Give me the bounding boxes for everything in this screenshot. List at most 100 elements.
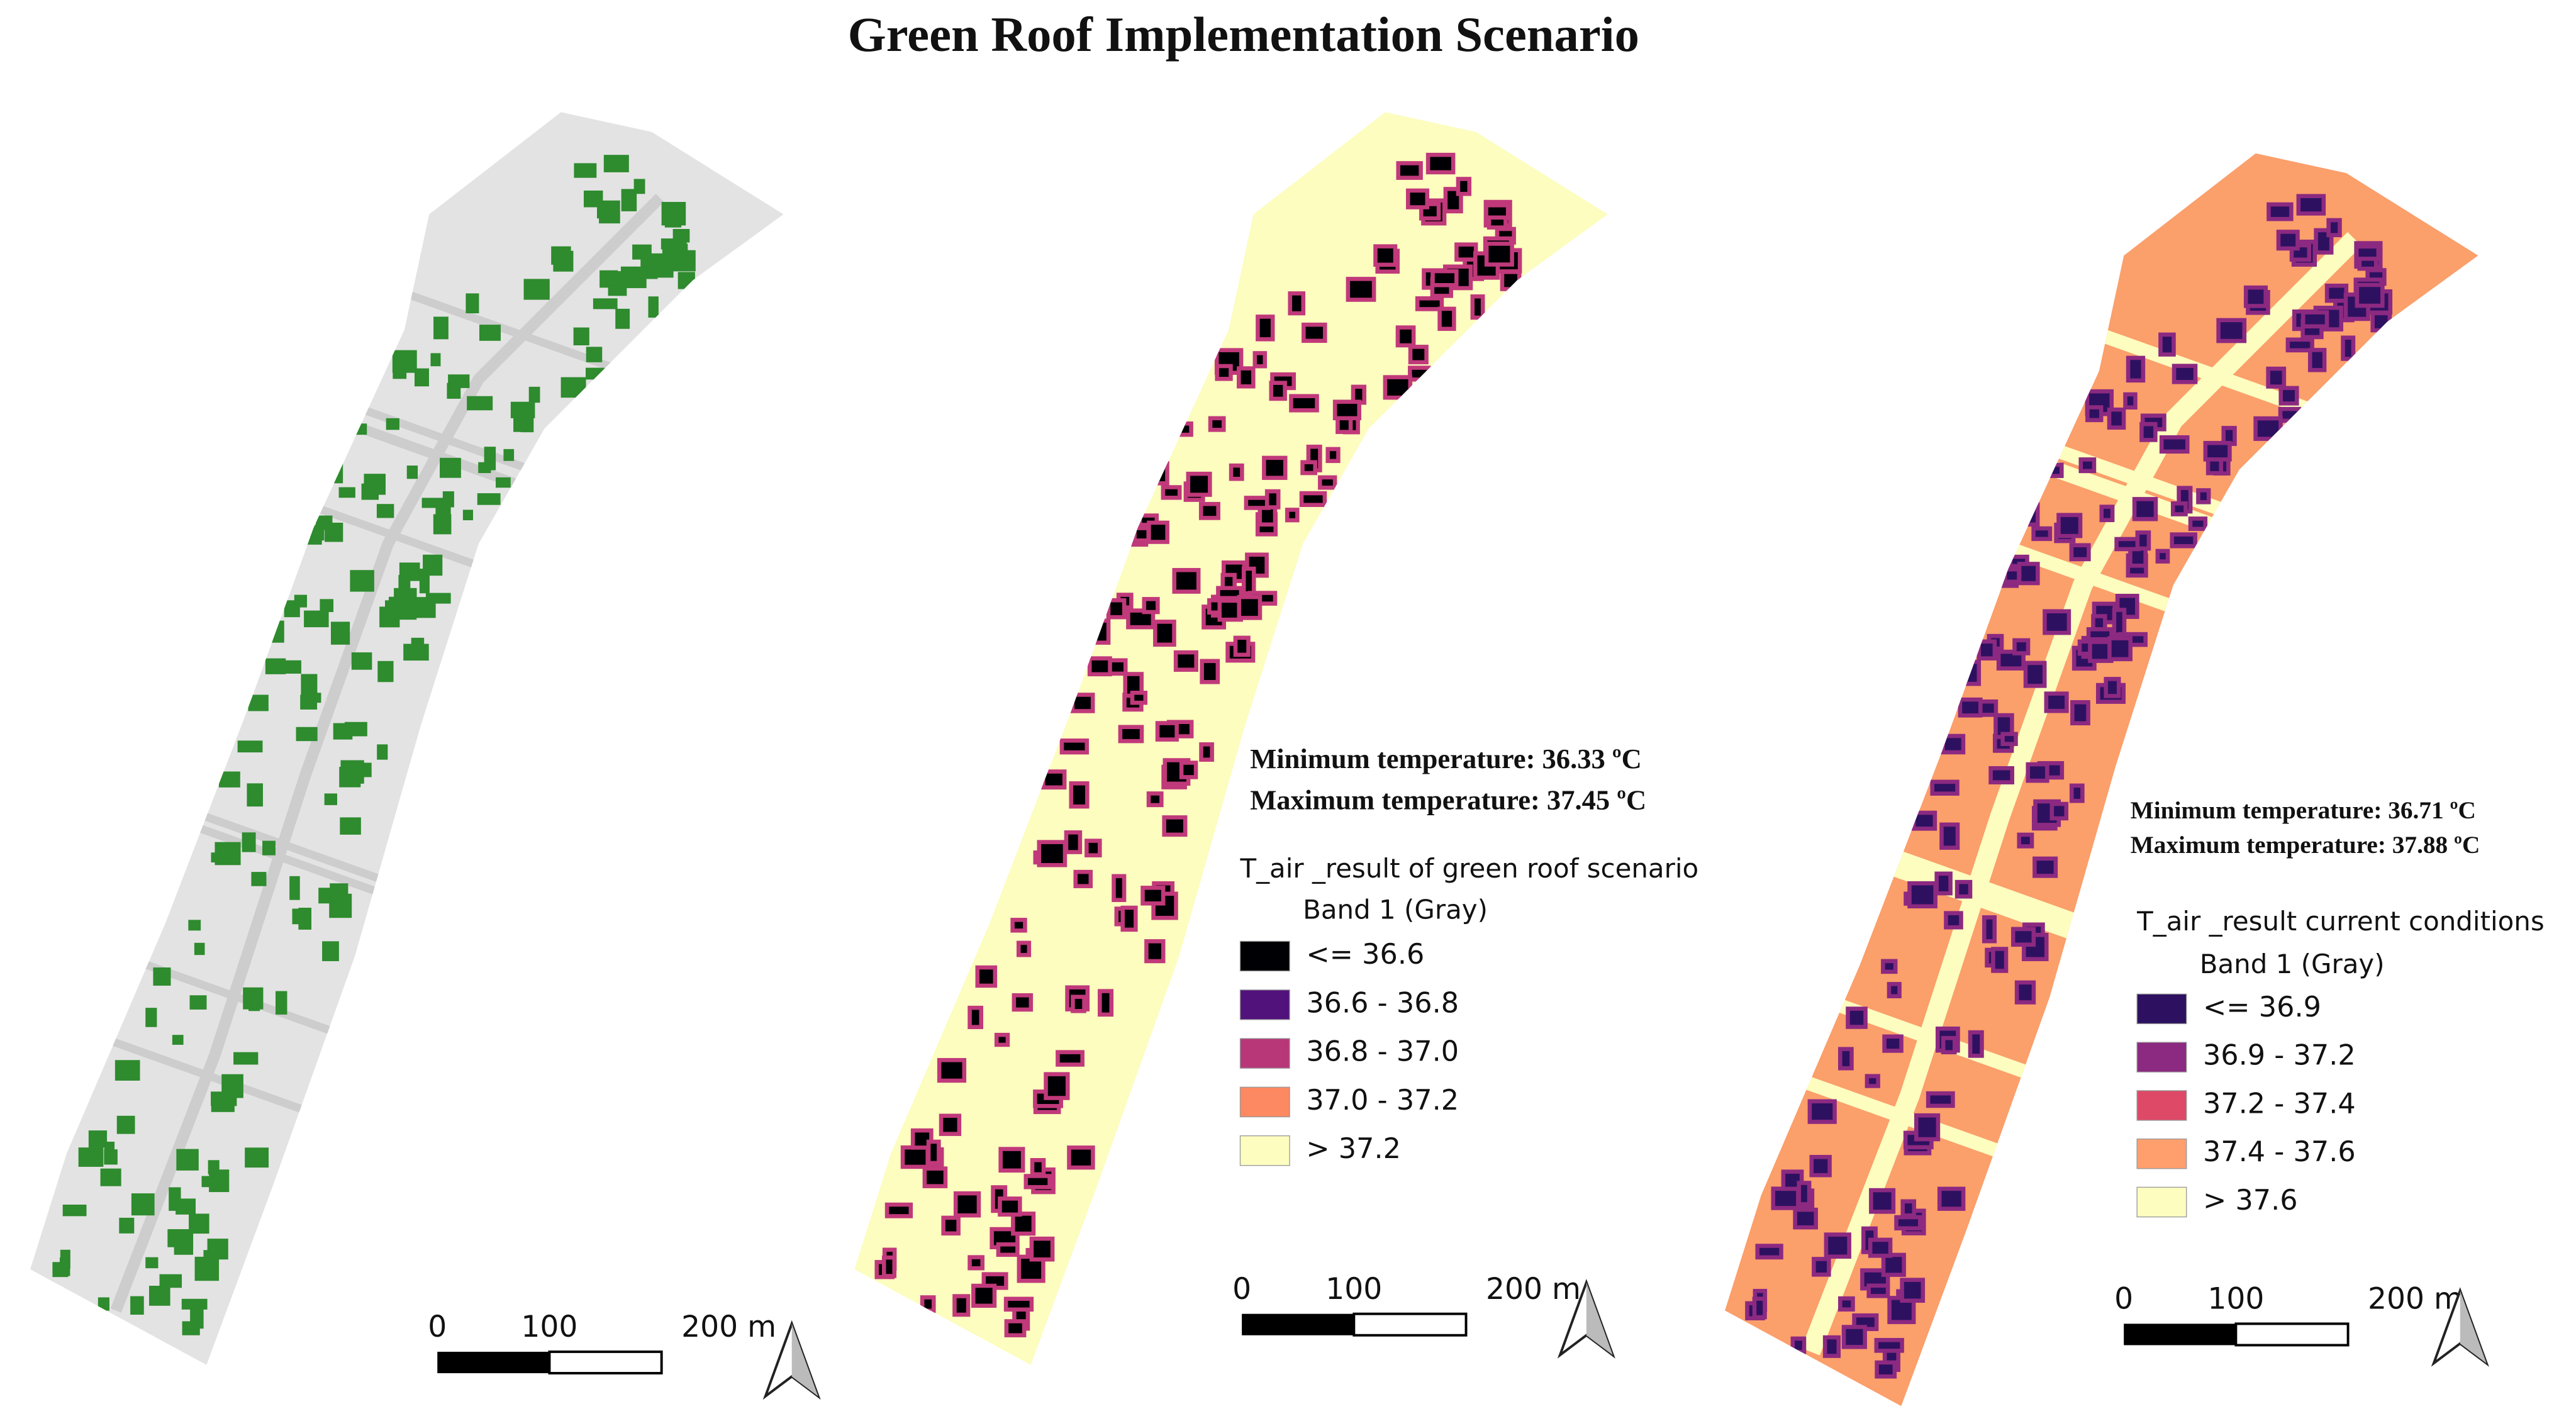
building xyxy=(1140,886,1166,906)
building xyxy=(1098,989,1114,1017)
scale-bar-white xyxy=(548,1350,663,1374)
building xyxy=(1977,639,1997,660)
building xyxy=(1822,1335,1841,1358)
building xyxy=(1059,738,1090,755)
building xyxy=(219,771,240,788)
building xyxy=(376,504,394,518)
map-panel xyxy=(854,112,1608,1365)
building xyxy=(1968,1030,1984,1058)
building xyxy=(1958,659,1982,686)
legend-label: 37.2 - 37.4 xyxy=(2203,1087,2356,1120)
building xyxy=(1824,1232,1851,1259)
building xyxy=(104,1141,115,1163)
building xyxy=(2324,283,2349,303)
building xyxy=(1162,815,1188,837)
building xyxy=(1003,1296,1034,1312)
building xyxy=(1064,830,1083,854)
building xyxy=(1881,959,1898,974)
building xyxy=(496,477,511,488)
map-area xyxy=(1724,153,2478,1407)
building xyxy=(159,1274,182,1288)
building xyxy=(242,832,256,852)
building xyxy=(145,1008,157,1027)
legend-label: > 37.2 xyxy=(1306,1132,1401,1165)
building xyxy=(2107,407,2126,430)
building xyxy=(2278,386,2299,406)
building xyxy=(971,1283,997,1308)
building xyxy=(1812,1257,1831,1277)
building xyxy=(393,365,407,379)
legend-subtitle: Band 1 (Gray) xyxy=(1303,894,1488,925)
building xyxy=(1252,351,1268,369)
main-road xyxy=(932,192,1490,1314)
building xyxy=(1865,1074,1880,1088)
building xyxy=(1172,567,1201,594)
building xyxy=(2276,230,2300,251)
legend-label: <= 36.6 xyxy=(1306,938,1424,971)
building xyxy=(172,1035,184,1045)
building xyxy=(1430,269,1459,287)
building xyxy=(900,1145,930,1169)
building xyxy=(116,1115,135,1134)
building xyxy=(100,1168,121,1186)
main-road xyxy=(1801,231,2362,1356)
building xyxy=(153,967,171,986)
building xyxy=(318,888,339,904)
north-arrow-shade xyxy=(2460,1290,2487,1364)
building xyxy=(1875,1360,1897,1379)
legend-swatch xyxy=(2136,1090,2187,1121)
building xyxy=(1161,485,1182,500)
building xyxy=(975,965,998,988)
legend-swatch xyxy=(2136,1186,2187,1218)
building xyxy=(131,1193,155,1216)
building xyxy=(574,163,597,178)
building xyxy=(1030,1158,1046,1177)
building xyxy=(1153,620,1176,647)
building xyxy=(1752,1296,1767,1320)
scale-bar-black xyxy=(437,1351,550,1374)
building xyxy=(1130,691,1148,705)
building xyxy=(406,465,418,479)
building xyxy=(145,1257,159,1269)
building xyxy=(1408,365,1431,382)
building xyxy=(1023,1174,1052,1190)
building xyxy=(1325,447,1341,464)
main-road xyxy=(110,193,664,1313)
building xyxy=(78,1147,104,1167)
building xyxy=(952,1294,971,1317)
building xyxy=(308,693,321,703)
legend-label: 36.6 - 36.8 xyxy=(1306,986,1459,1019)
building xyxy=(59,1257,70,1276)
temperature-stat: Minimum temperature: 36.33 ºC xyxy=(1250,743,1642,774)
building xyxy=(2010,927,2036,947)
scale-label: 200 m xyxy=(1486,1272,1581,1307)
legend-swatch xyxy=(1239,989,1290,1020)
building xyxy=(447,382,461,399)
building xyxy=(998,1147,1025,1173)
building xyxy=(1288,291,1306,316)
building xyxy=(1071,995,1086,1013)
building xyxy=(560,377,586,398)
building xyxy=(967,1255,985,1271)
building xyxy=(583,190,603,208)
building xyxy=(208,1160,220,1174)
building xyxy=(881,1255,897,1278)
building xyxy=(586,347,603,362)
building xyxy=(2031,526,2053,542)
building xyxy=(333,723,353,740)
building xyxy=(1958,697,1983,718)
building xyxy=(1012,993,1034,1012)
building xyxy=(414,368,429,387)
temperature-stat: Maximum temperature: 37.45 ºC xyxy=(1250,784,1646,815)
building xyxy=(338,487,355,498)
building xyxy=(1907,881,1938,909)
building xyxy=(2000,732,2018,746)
building xyxy=(1887,982,1902,998)
building xyxy=(2112,608,2127,637)
building xyxy=(1106,598,1127,620)
building xyxy=(1147,520,1169,544)
building xyxy=(421,498,445,508)
building xyxy=(1755,1244,1783,1260)
building xyxy=(1269,381,1287,401)
scale-bar-white xyxy=(1352,1312,1468,1337)
